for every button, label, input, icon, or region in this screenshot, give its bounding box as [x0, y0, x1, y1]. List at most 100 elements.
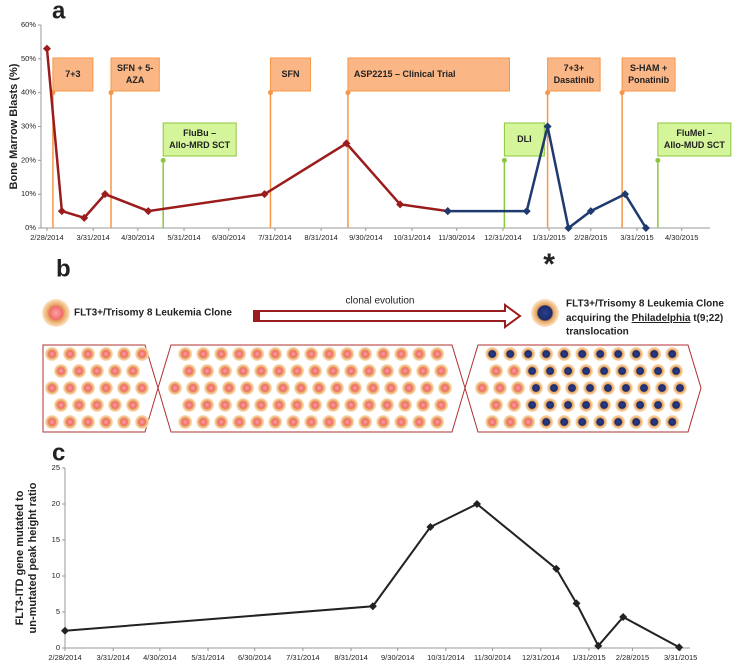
- blue-cell: [637, 381, 651, 395]
- x-tick-label: 7/31/2014: [258, 233, 291, 242]
- pink-cell: [507, 398, 522, 412]
- pink-cell: [236, 398, 251, 412]
- pink-cell: [182, 364, 197, 378]
- annotation-dot: [655, 157, 661, 163]
- pink-cell: [222, 381, 236, 395]
- pink-cell: [45, 347, 59, 361]
- annotation-text: SFN + 5-: [117, 63, 153, 73]
- data-point: [61, 626, 69, 635]
- pink-cell: [348, 381, 362, 395]
- annotation-box: [347, 57, 510, 92]
- x-tick-label: 12/31/2014: [484, 233, 522, 242]
- pink-cell: [475, 381, 489, 395]
- pink-cell: [117, 415, 131, 429]
- pink-cell: [63, 415, 77, 429]
- blue-cell: [561, 364, 576, 378]
- pink-cell: [330, 381, 344, 395]
- pink-cell: [42, 299, 70, 327]
- y-tick-label: 10: [52, 571, 60, 580]
- data-point: [641, 224, 650, 232]
- annotation-box: [621, 57, 676, 92]
- pink-cell: [511, 381, 525, 395]
- annotation-text: FluMel –: [676, 128, 712, 138]
- blue-cell: [633, 364, 648, 378]
- data-point: [594, 641, 603, 650]
- blue-cell: [665, 415, 680, 429]
- asterisk: *: [543, 248, 555, 281]
- annotation-box: [503, 122, 545, 157]
- annotation-text: SFN: [281, 69, 299, 79]
- blue-cell: [525, 364, 540, 378]
- pink-cell: [326, 398, 341, 412]
- pink-cell: [489, 398, 504, 412]
- y-tick-label: 15: [52, 535, 60, 544]
- x-tick-label: 2/28/2014: [30, 233, 63, 242]
- pink-cell: [135, 381, 149, 395]
- pink-cell: [290, 398, 305, 412]
- pink-cell: [99, 347, 113, 361]
- pink-cell: [214, 347, 229, 361]
- pink-cell: [412, 347, 427, 361]
- pink-cell: [294, 381, 308, 395]
- pink-cell: [126, 398, 140, 412]
- pink-cell: [358, 347, 373, 361]
- pink-cell: [308, 398, 323, 412]
- x-tick-label: 10/31/2014: [393, 233, 431, 242]
- x-tick-label: 5/31/2014: [167, 233, 200, 242]
- blue-cell: [575, 415, 590, 429]
- pink-cell: [236, 364, 251, 378]
- data-point: [80, 213, 89, 222]
- blue-cell: [669, 398, 684, 412]
- blue-cell: [651, 398, 666, 412]
- blue-cell: [593, 415, 608, 429]
- annotation-box: [52, 57, 94, 92]
- x-tick-label: 11/30/2014: [438, 233, 475, 242]
- data-point: [443, 207, 452, 216]
- pink-cell: [218, 398, 233, 412]
- x-tick-label: 3/31/2015: [664, 653, 697, 662]
- blue-cell: [629, 347, 644, 361]
- annotation-dot: [501, 157, 507, 163]
- pink-cell: [507, 364, 522, 378]
- text: acquiring the: [566, 313, 632, 324]
- y-tick-label: 0: [56, 643, 60, 652]
- annotation-text: Allo-MRD SCT: [169, 140, 230, 150]
- x-tick-label: 6/30/2014: [212, 233, 245, 242]
- pink-cell: [186, 381, 200, 395]
- y-tick-label: 25: [52, 463, 60, 472]
- data-line: [64, 502, 680, 649]
- blue-cell: [525, 398, 540, 412]
- pink-cell: [398, 398, 413, 412]
- data-point: [396, 200, 405, 209]
- pink-cell: [200, 398, 215, 412]
- pink-cell: [72, 398, 86, 412]
- y-tick-label: 30%: [21, 121, 36, 130]
- annotation-text: FluBu –: [183, 128, 216, 138]
- blue-cell: [673, 381, 687, 395]
- blue-cell: [593, 347, 608, 361]
- annotation-box: [110, 57, 160, 92]
- pink-cell: [362, 364, 377, 378]
- x-tick-label: 8/31/2014: [334, 653, 367, 662]
- data-point: [42, 44, 51, 53]
- pink-cell: [380, 364, 395, 378]
- clonal-diagram: FLT3+/Trisomy 8 Leukemia Clone clonal ev…: [42, 296, 724, 433]
- pink-cell: [489, 364, 504, 378]
- pink-cell: [182, 398, 197, 412]
- x-tick-label: 3/31/2014: [97, 653, 130, 662]
- pink-cell: [258, 381, 272, 395]
- pink-cell: [503, 415, 518, 429]
- pink-cell: [398, 364, 413, 378]
- text: t(9;22): [690, 313, 723, 324]
- clone-label: translocation: [566, 327, 629, 338]
- annotation-text: Dasatinib: [554, 75, 595, 85]
- arrow: [253, 303, 522, 329]
- pink-cell: [312, 381, 326, 395]
- x-tick-label: 4/30/2014: [121, 233, 154, 242]
- annotation-text: 7+3: [65, 69, 80, 79]
- x-tick-label: 3/31/2014: [76, 233, 109, 242]
- data-point: [426, 523, 435, 532]
- x-tick-label: 4/30/2014: [143, 653, 176, 662]
- x-tick-label: 9/30/2014: [381, 653, 414, 662]
- pink-cell: [420, 381, 434, 395]
